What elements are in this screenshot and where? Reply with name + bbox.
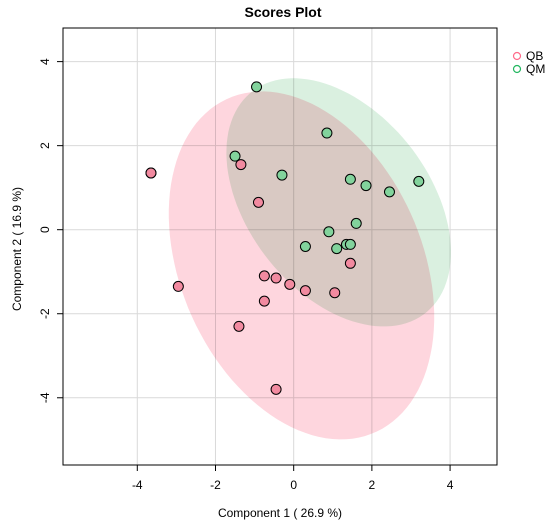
point-qm (276, 169, 288, 181)
legend-label-qm: QM (526, 62, 545, 76)
y-tick-label: 0 (38, 226, 52, 233)
plot-frame (62, 27, 498, 466)
point-qm (251, 81, 263, 93)
point-qb (284, 278, 296, 290)
point-qm (229, 150, 241, 162)
legend-marker-qm (512, 64, 522, 74)
point-qb (235, 159, 247, 171)
point-qb (258, 295, 270, 307)
y-tick-label: -2 (38, 308, 52, 319)
point-qb (172, 280, 184, 292)
point-qm (299, 241, 311, 252)
x-axis-label: Component 1 ( 26.9 %) (218, 506, 342, 520)
legend-marker-qb (512, 51, 522, 61)
x-tick-label: -4 (132, 478, 143, 492)
point-qm (360, 180, 372, 192)
point-qm (383, 186, 395, 198)
point-qb (270, 383, 282, 395)
y-tick-label: -4 (38, 392, 52, 403)
point-qm (350, 217, 362, 229)
x-tick-label: -2 (210, 478, 221, 492)
point-qb (145, 167, 157, 179)
point-qb (299, 285, 311, 297)
point-qm (344, 238, 356, 250)
x-tick-label: 4 (447, 478, 454, 492)
point-qm (323, 226, 335, 238)
point-qm (413, 175, 425, 187)
point-qb (258, 270, 270, 282)
point-qm (331, 243, 343, 255)
point-qm (344, 173, 356, 185)
x-tick-label: 0 (290, 478, 297, 492)
ellipse-qm (226, 78, 451, 327)
y-tick-label: 2 (38, 142, 52, 149)
y-tick-label: 4 (38, 58, 52, 65)
y-axis-label: Component 2 ( 16.9 %) (10, 187, 24, 311)
point-qb (329, 287, 341, 299)
point-qb (252, 196, 264, 208)
point-qb (233, 320, 245, 332)
chart-title: Scores Plot (244, 4, 321, 20)
point-qm (321, 127, 333, 139)
point-qb (344, 257, 356, 269)
plot-area: -4 -2 0 2 4 -4 -2 0 2 4 (38, 27, 498, 492)
point-qb (270, 272, 282, 284)
legend-label-qb: QB (526, 49, 543, 63)
x-tick-label: 2 (369, 478, 376, 492)
